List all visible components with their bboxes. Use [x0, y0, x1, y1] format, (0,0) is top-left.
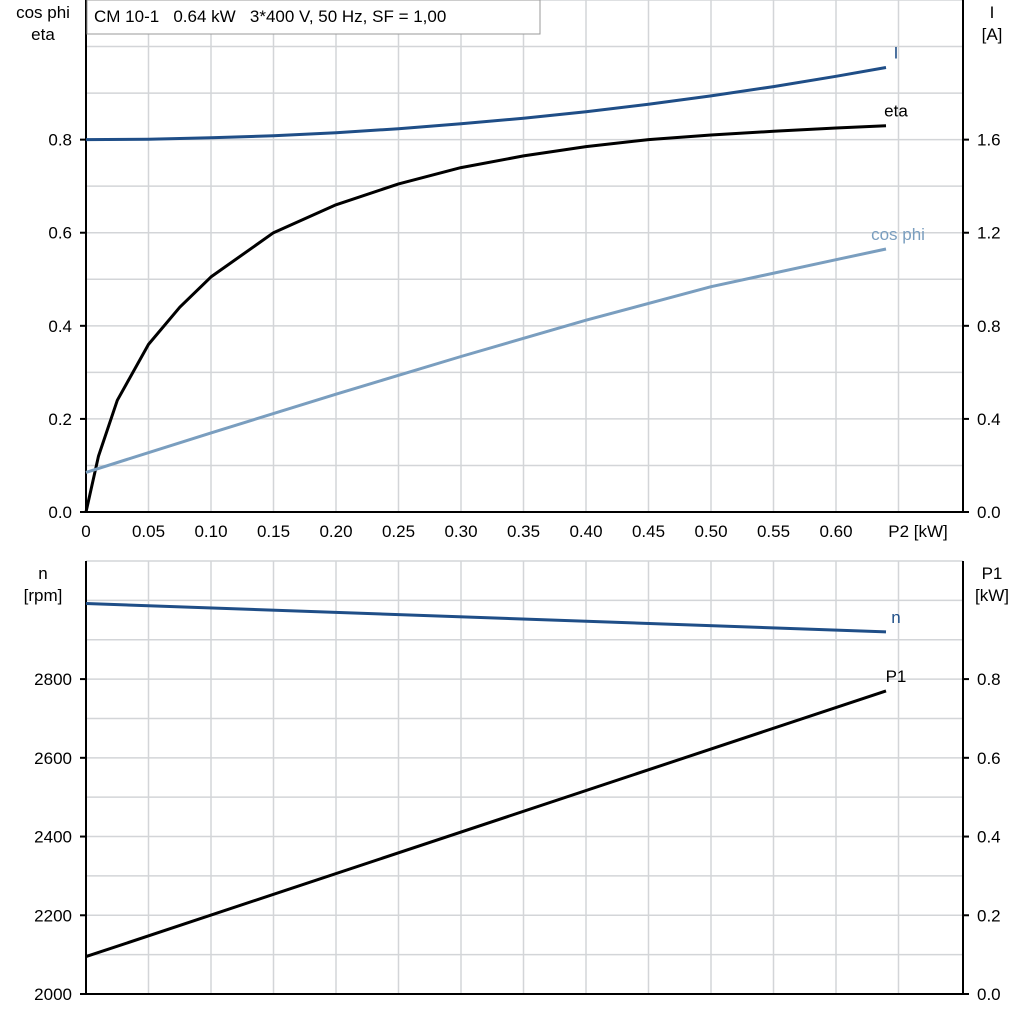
x-tick-label: 0.45 — [632, 522, 665, 541]
y-left-tick-label: 0.0 — [48, 503, 72, 522]
x-tick-label: 0.15 — [257, 522, 290, 541]
left-axis-label-unit: [rpm] — [24, 586, 63, 605]
y-right-tick-label: 0.0 — [977, 503, 1001, 522]
y-left-tick-label: 0.4 — [48, 317, 72, 336]
x-tick-label: 0 — [81, 522, 90, 541]
right-axis-label-unit: [kW] — [975, 586, 1009, 605]
y-right-tick-label: 0.4 — [977, 828, 1001, 847]
right-axis-label: I — [990, 3, 995, 22]
y-left-tick-label: 2200 — [34, 906, 72, 925]
x-tick-label: 0.30 — [444, 522, 477, 541]
title-box-frame — [86, 0, 541, 35]
y-left-tick-label: 2600 — [34, 749, 72, 768]
y-left-tick-label: 0.6 — [48, 224, 72, 243]
series-line-P1 — [85, 689, 887, 959]
x-tick-label: 0.10 — [194, 522, 227, 541]
y-right-tick-label: 0.8 — [977, 670, 1001, 689]
y-right-tick-label: 1.2 — [977, 224, 1001, 243]
series-label: eta — [884, 102, 908, 121]
x-tick-label: 0.55 — [757, 522, 790, 541]
y-right-tick-label: 0.8 — [977, 317, 1001, 336]
left-axis-label-unit: eta — [31, 25, 55, 44]
x-tick-label: 0.50 — [694, 522, 727, 541]
title-box: CM 10-1 0.64 kW 3*400 V, 50 Hz, SF = 1,0… — [86, 0, 541, 35]
right-axis-label: P1 — [982, 564, 1003, 583]
y-left-tick-label: 0.2 — [48, 410, 72, 429]
left-axis-label: cos phi — [16, 3, 70, 22]
x-tick-label: 0.05 — [132, 522, 165, 541]
right-axis-label-unit: [A] — [982, 25, 1003, 44]
y-right-tick-label: 0.0 — [977, 985, 1001, 1004]
title-text: CM 10-1 0.64 kW 3*400 V, 50 Hz, SF = 1,0… — [94, 7, 446, 26]
x-tick-label: 0.35 — [507, 522, 540, 541]
plot-panel-0: 0.0 0.2 0.4 0.6 0.8 0.0 0.4 0.8 1.2 1.6 cos phi eta… — [16, 0, 1002, 541]
x-axis-label: P2 [kW] — [888, 522, 948, 541]
series-label: n — [891, 608, 900, 627]
series-line-I — [85, 66, 887, 142]
y-left-tick-label: 0.8 — [48, 131, 72, 150]
series-label: cos phi — [871, 225, 925, 244]
x-tick-label: 0.25 — [382, 522, 415, 541]
series-label: I — [894, 43, 899, 62]
y-right-tick-label: 1.6 — [977, 131, 1001, 150]
series-line-cos-phi — [85, 247, 887, 474]
y-left-tick-label: 2400 — [34, 828, 72, 847]
series-line-n — [85, 602, 887, 634]
y-right-tick-label: 0.2 — [977, 906, 1001, 925]
x-tick-label: 0.20 — [319, 522, 352, 541]
left-axis-label: n — [38, 564, 47, 583]
y-left-tick-label: 2800 — [34, 670, 72, 689]
x-tick-label: 0.40 — [569, 522, 602, 541]
y-right-tick-label: 0.4 — [977, 410, 1001, 429]
x-tick-label: 0.60 — [819, 522, 852, 541]
series-line-eta — [84, 124, 887, 513]
y-left-tick-label: 2000 — [34, 985, 72, 1004]
series-label: P1 — [886, 667, 907, 686]
y-right-tick-label: 0.6 — [977, 749, 1001, 768]
plot-panel-1: 2000 2200 2400 2600 2800 0.0 0.2 0.4 0.6 0.8 n [rpm… — [24, 560, 1009, 1004]
